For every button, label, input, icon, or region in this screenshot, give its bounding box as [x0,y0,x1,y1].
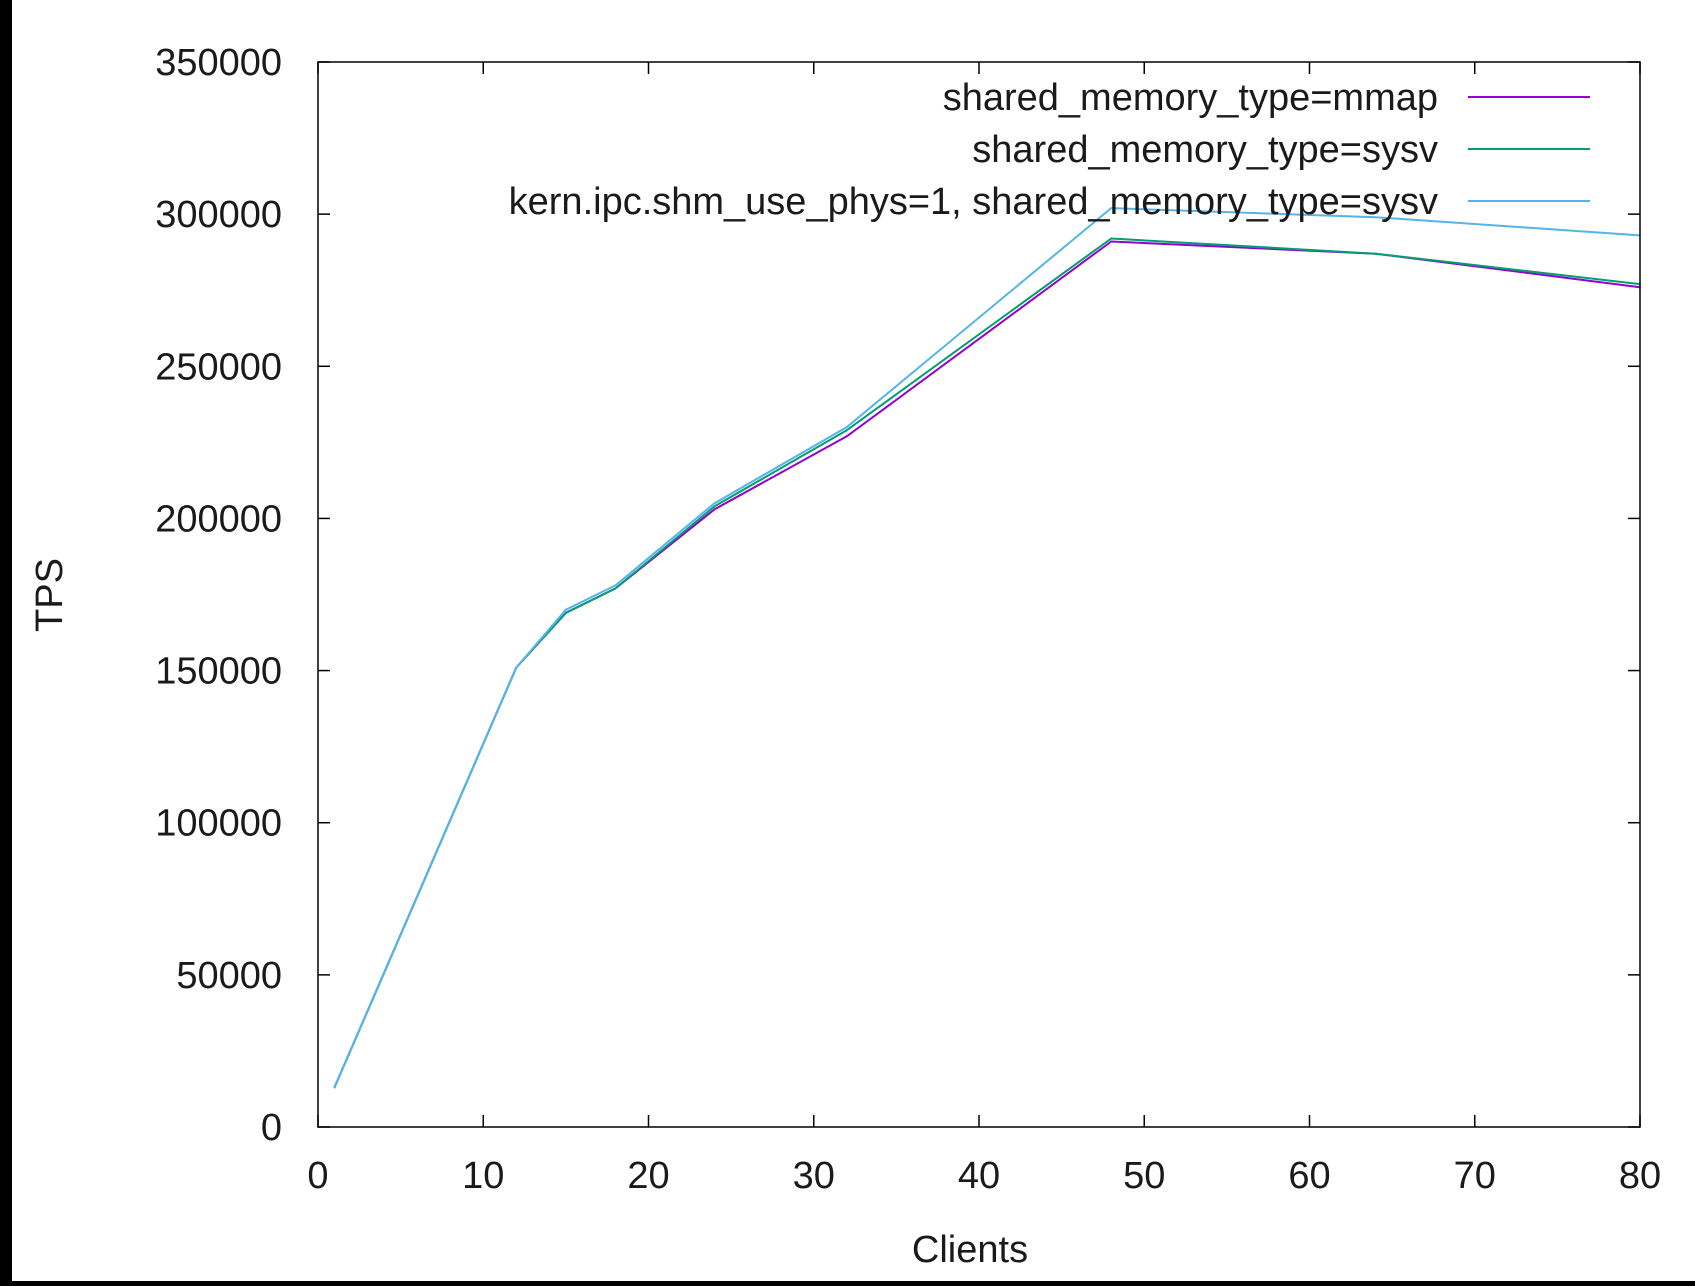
x-tick-label: 60 [1288,1155,1330,1197]
data-point [565,608,567,611]
data-point [1374,252,1377,255]
data-point [1110,240,1112,243]
y-tick-label: 50000 [176,955,282,997]
y-tick-label: 100000 [155,803,282,845]
ticks-layer: 0 10 20 30 40 50 60 70 80 0 50000 100000 150000 20000… [155,42,1661,1197]
legend: shared_memory_type=mmap shared_memory_typ… [509,77,1590,223]
data-point [614,584,617,587]
data-point [614,587,617,590]
data-point [846,435,848,438]
data-point [1110,237,1112,240]
x-tick-label: 80 [1619,1155,1661,1197]
x-tick-label: 40 [958,1155,1000,1197]
data-point [1110,207,1112,209]
y-tick-label: 300000 [155,194,282,236]
legend-label-1: shared_memory_type=mmap [943,77,1438,119]
plot-frame [317,61,1641,1128]
x-axis-label: Clients [912,1229,1028,1271]
data-point [333,1086,336,1089]
y-tick-label: 0 [261,1107,282,1149]
y-tick-label: 150000 [155,651,282,693]
data-point [846,429,848,431]
series-layer [333,207,1641,1089]
y-tick-label: 350000 [155,42,282,84]
data-point [1374,216,1377,218]
x-tick-label: 70 [1454,1155,1496,1197]
data-point [565,611,567,614]
x-tick-label: 0 [307,1155,328,1197]
x-tick-label: 20 [627,1155,669,1197]
y-tick-label: 200000 [155,498,282,540]
x-tick-label: 50 [1123,1155,1165,1197]
x-tick-label: 30 [793,1155,835,1197]
legend-label-2: shared_memory_type=sysv [972,129,1438,171]
legend-label-3: kern.ipc.shm_use_phys=1, shared_memory_t… [509,181,1438,223]
data-point [515,666,518,669]
y-axis-label: TPS [29,558,71,632]
data-point [713,502,716,505]
chart-background [12,0,1695,1281]
x-tick-label: 10 [462,1155,504,1197]
data-point [713,505,716,508]
data-point [713,508,716,511]
y-tick-label: 250000 [155,346,282,388]
data-point [846,426,848,428]
